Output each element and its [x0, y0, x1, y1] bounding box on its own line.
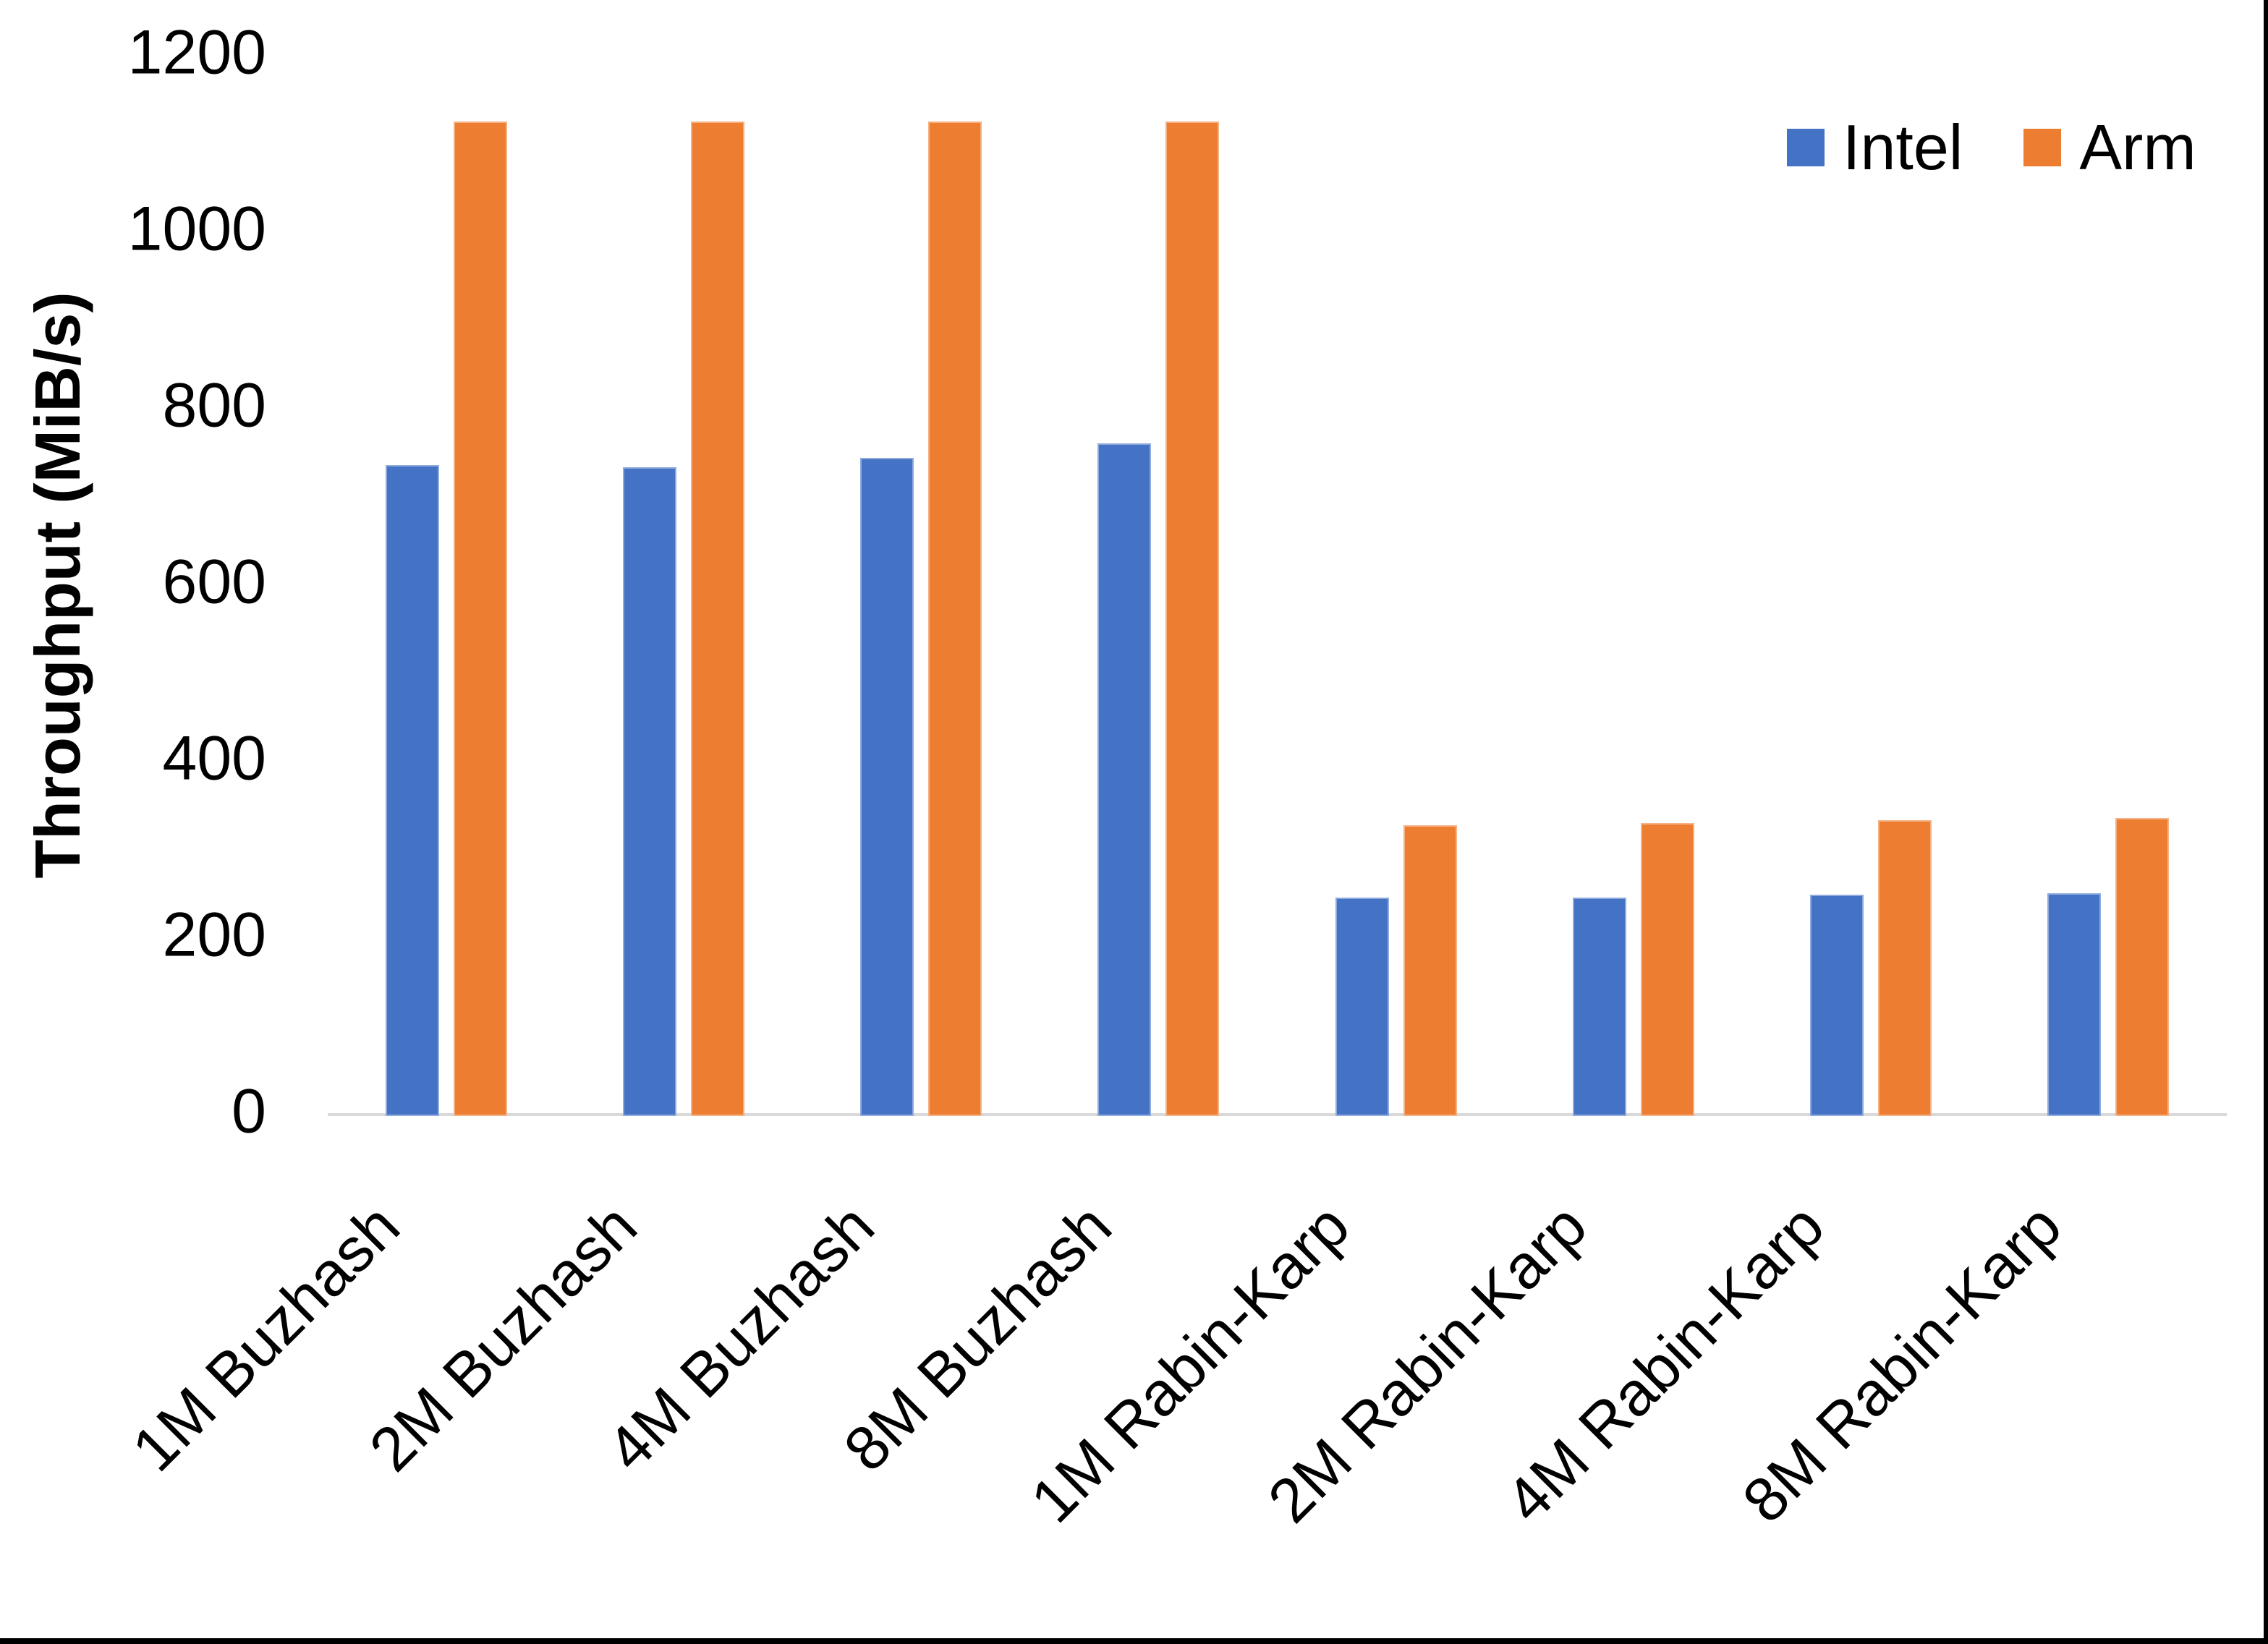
y-tick-0: 0: [232, 1076, 266, 1146]
legend-swatch-intel: [1787, 129, 1825, 166]
bar-arm-2m-buzhash: [691, 122, 744, 1116]
legend-swatch-arm: [2023, 129, 2062, 166]
bar-intel-4m-buzhash: [860, 458, 914, 1116]
bar-arm-1m-rabin-karp: [1403, 825, 1457, 1116]
bar-intel-8m-buzhash: [1097, 443, 1151, 1116]
y-tick-800: 800: [162, 370, 267, 440]
bar-arm-2m-rabin-karp: [1641, 823, 1694, 1116]
bar-arm-4m-rabin-karp: [1878, 820, 1932, 1116]
y-tick-400: 400: [162, 723, 267, 793]
bar-intel-1m-buzhash: [386, 465, 439, 1116]
x-axis-line: [328, 1113, 2227, 1116]
y-tick-200: 200: [162, 900, 267, 970]
legend-label-intel: Intel: [1843, 111, 1963, 183]
bar-intel-2m-buzhash: [623, 467, 676, 1116]
y-tick-1000: 1000: [127, 194, 266, 264]
bar-arm-8m-rabin-karp: [2115, 818, 2169, 1116]
legend-label-arm: Arm: [2079, 111, 2196, 183]
bar-intel-4m-rabin-karp: [1810, 895, 1864, 1116]
bar-arm-8m-buzhash: [1165, 122, 1219, 1116]
legend-item-arm: Arm: [2023, 116, 2196, 179]
y-tick-600: 600: [162, 547, 267, 617]
x-label-1m-buzhash: 1M Buzhash: [119, 1191, 413, 1485]
legend: Intel Arm: [1787, 116, 2196, 179]
plot-area: [328, 56, 2227, 1116]
screenshot-right-border: [2264, 0, 2268, 1644]
legend-item-intel: Intel: [1787, 116, 1963, 179]
bar-intel-1m-rabin-karp: [1335, 898, 1389, 1116]
y-tick-1200: 1200: [127, 17, 266, 88]
bar-arm-4m-buzhash: [928, 122, 982, 1116]
bar-intel-2m-rabin-karp: [1573, 898, 1626, 1116]
bar-arm-1m-buzhash: [454, 122, 507, 1116]
bar-intel-8m-rabin-karp: [2047, 893, 2101, 1116]
screenshot-bottom-border: [0, 1638, 2268, 1644]
